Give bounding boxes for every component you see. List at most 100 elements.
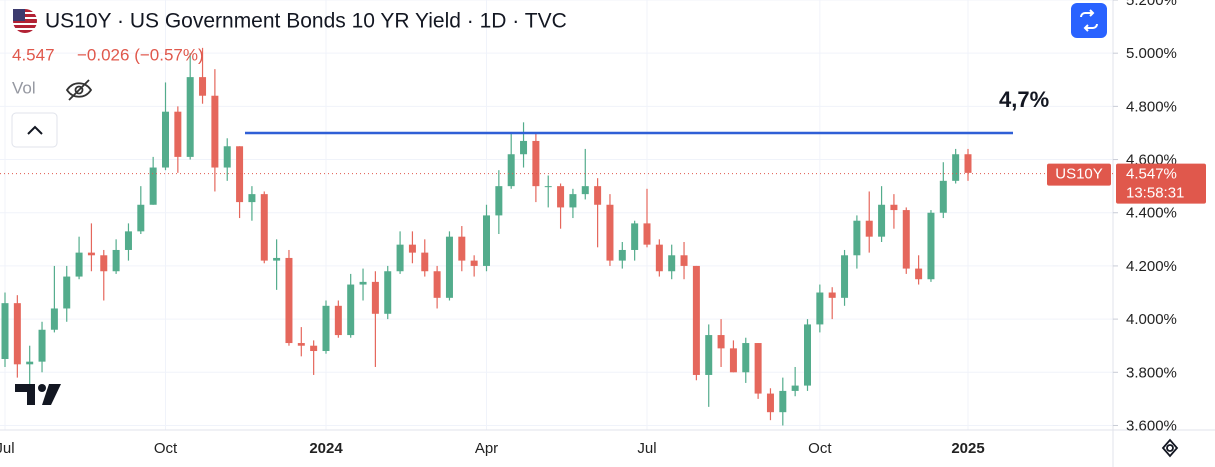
symbol-tag <box>1047 163 1111 186</box>
candle-body <box>742 343 750 373</box>
candle-body <box>433 271 441 298</box>
candle-body <box>26 361 34 365</box>
y-tick-label: 4.200% <box>1126 258 1177 275</box>
price-change: −0.026 (−0.57%) <box>77 45 204 64</box>
candle-body <box>408 244 416 253</box>
candle-body <box>927 212 935 280</box>
candle-body <box>594 186 602 205</box>
header: US10Y · US Government Bonds 10 YR Yield … <box>11 3 1107 148</box>
candle-body <box>729 348 737 373</box>
candle-body <box>124 231 132 250</box>
volume-label: Vol <box>12 78 36 97</box>
candle-body <box>902 210 910 269</box>
candle-body <box>38 329 46 362</box>
candle-body <box>939 180 947 213</box>
candle-body <box>557 186 565 208</box>
candle-body <box>532 140 540 187</box>
grid <box>0 0 1113 430</box>
candle-body <box>310 345 318 352</box>
candle-body <box>384 271 392 314</box>
collapse-button[interactable] <box>11 112 58 148</box>
y-tick-label: 4.400% <box>1126 205 1177 222</box>
candle-body <box>445 236 453 298</box>
x-tick-label: Oct <box>808 440 832 457</box>
candle-body <box>791 385 799 391</box>
candle-body <box>680 255 688 266</box>
hide-volume-icon[interactable] <box>65 79 93 101</box>
candle-body <box>828 292 836 298</box>
candle-body <box>890 204 898 211</box>
candle-body <box>668 255 676 272</box>
candle-body <box>964 154 972 173</box>
candles <box>1 47 972 426</box>
price-tag-countdown: 13:58:31 <box>1126 185 1184 202</box>
candle-body <box>606 204 614 261</box>
candle-body <box>87 252 95 256</box>
candle-body <box>50 308 58 330</box>
reference-label: 4,7% <box>999 87 1049 112</box>
x-tick-label: Apr <box>475 440 498 457</box>
candle-body <box>631 223 639 250</box>
candle-body <box>322 305 330 352</box>
candle-body <box>853 220 861 256</box>
candle-body <box>692 265 700 375</box>
candle-body <box>865 220 873 237</box>
candle-body <box>199 77 207 96</box>
candle-body <box>495 186 503 216</box>
candle-body <box>717 335 725 349</box>
y-tick-label: 5.000% <box>1126 45 1177 62</box>
collapse-icon <box>27 125 43 135</box>
candle-body <box>149 167 157 205</box>
candle-body <box>618 249 626 261</box>
candle-body <box>507 154 515 187</box>
candle-body <box>655 244 663 272</box>
candle-body <box>458 236 466 261</box>
candle-body <box>75 252 83 277</box>
y-tick-label: 3.600% <box>1126 417 1177 434</box>
candle-body <box>705 335 713 375</box>
candle-body <box>334 305 342 336</box>
candle-body <box>186 77 194 157</box>
candle-body <box>112 249 120 272</box>
candle-body <box>347 284 355 336</box>
last-price: 4.547 <box>12 45 55 64</box>
candle-body <box>581 186 589 195</box>
candle-body <box>260 194 268 261</box>
flag-stripes <box>13 12 37 30</box>
candle-body <box>236 146 244 203</box>
x-tick-label: Oct <box>154 440 178 457</box>
candle-body <box>915 268 923 280</box>
y-tick-label: 4.800% <box>1126 98 1177 115</box>
candle-body <box>211 95 219 168</box>
x-tick-label: 2024 <box>309 440 343 457</box>
settings-button[interactable] <box>1161 438 1179 458</box>
candle-body <box>841 255 849 298</box>
x-tick-label: Jul <box>0 440 15 457</box>
candle-body <box>779 390 787 413</box>
candle-body <box>371 281 379 314</box>
sync-icon <box>1080 9 1098 32</box>
candle-body <box>952 154 960 181</box>
flag-canton <box>13 9 25 21</box>
sync-button[interactable] <box>1071 3 1107 38</box>
candle-body <box>520 140 528 155</box>
candle-body <box>766 393 774 413</box>
candle-body <box>483 215 490 266</box>
symbol-tag-label: US10Y <box>1055 166 1103 183</box>
candle-body <box>569 194 577 208</box>
candle-body <box>470 260 478 266</box>
symbol-title: US10Y · US Government Bonds 10 YR Yield … <box>45 10 567 33</box>
candle-body <box>878 204 886 237</box>
y-tick-label: 3.800% <box>1126 364 1177 381</box>
y-tick-label: 4.000% <box>1126 311 1177 328</box>
candle-body <box>544 186 552 188</box>
candle-body <box>396 244 404 272</box>
candle-body <box>13 303 21 365</box>
candle-body <box>804 324 811 386</box>
candle-body <box>223 146 231 168</box>
candle-body <box>359 281 367 285</box>
candle-body <box>297 343 305 346</box>
candle-body <box>1 303 9 359</box>
candle-body <box>63 276 71 309</box>
